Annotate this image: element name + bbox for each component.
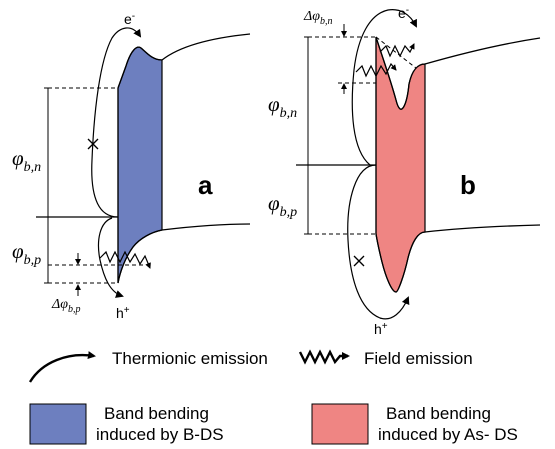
panel-a-hole-label: h+ [116, 305, 130, 321]
panel-b [296, 9, 541, 320]
panel-b-phi-n-label: φb,n [268, 92, 297, 121]
panel-b-electron-label: e- [398, 5, 409, 21]
panel-a-phi-p-label: φb,p [12, 239, 41, 268]
legend-thermionic-label: Thermionic emission [112, 349, 268, 368]
legend-field-label: Field emission [364, 349, 473, 368]
panel-b-thermionic-path [347, 164, 410, 320]
panel-a-delta-label: Δφb,p [51, 297, 80, 315]
panel-b-hole-label: h+ [374, 321, 388, 337]
panel-a-field-emission-zigzag [99, 250, 151, 269]
panel-a-band-bending-region [117, 46, 163, 284]
panel-b-letter: b [460, 170, 476, 200]
panel-a [36, 27, 251, 298]
panel-b-field-emission-zigzag-1 [355, 62, 397, 78]
legend-band-b-line2: induced by B-DS [96, 425, 224, 444]
panel-a-conduction-band [117, 33, 251, 89]
panel-b-valence-band [375, 224, 541, 293]
legend-band-as-line1: Band bending [386, 404, 491, 423]
panel-a-valence-band [117, 223, 251, 284]
legend-band-b-line1: Band bending [104, 404, 209, 423]
field-emission-zigzag-icon [298, 349, 350, 365]
panel-b-band-bending-region [375, 36, 426, 293]
legend-blue-swatch [29, 403, 87, 445]
panel-b-conduction-band [375, 36, 541, 110]
panel-a-letter: a [198, 170, 213, 200]
panel-a-phi-n-label: φb,n [12, 146, 41, 175]
panel-b-delta-label: Δφb,n [303, 9, 332, 27]
thermionic-arrow-icon [28, 351, 96, 383]
panel-b-blocked-cross [353, 255, 365, 267]
legend: Thermionic emission Field emission Band … [28, 349, 518, 445]
panel-a-thermionic-path [91, 27, 142, 218]
panel-a-electron-label: e- [124, 11, 135, 27]
panel-a-blocked-cross [87, 138, 99, 150]
legend-red-swatch [311, 403, 369, 445]
panel-b-phi-p-label: φb,p [268, 191, 297, 220]
legend-band-as-line2: induced by As- DS [378, 425, 518, 444]
panel-b-field-emission-zigzag-2 [379, 43, 415, 58]
